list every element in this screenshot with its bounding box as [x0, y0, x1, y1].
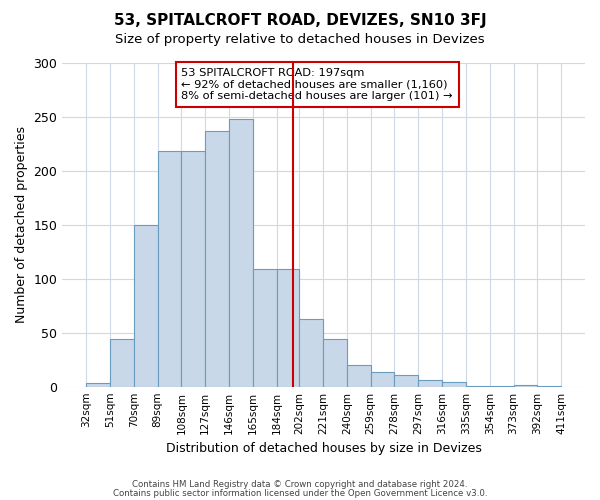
Bar — [277, 269, 299, 386]
Bar — [394, 375, 418, 386]
Text: 53 SPITALCROFT ROAD: 197sqm
← 92% of detached houses are smaller (1,160)
8% of s: 53 SPITALCROFT ROAD: 197sqm ← 92% of det… — [181, 68, 453, 101]
Bar — [181, 151, 205, 386]
Bar — [158, 151, 181, 386]
Bar — [323, 339, 347, 386]
Text: Size of property relative to detached houses in Devizes: Size of property relative to detached ho… — [115, 32, 485, 46]
Bar — [86, 384, 110, 386]
Bar — [418, 380, 442, 386]
Bar — [134, 224, 158, 386]
Bar — [514, 384, 538, 386]
X-axis label: Distribution of detached houses by size in Devizes: Distribution of detached houses by size … — [166, 442, 482, 455]
Bar — [299, 318, 323, 386]
Bar — [205, 130, 229, 386]
Bar — [253, 269, 277, 386]
Y-axis label: Number of detached properties: Number of detached properties — [15, 126, 28, 323]
Text: 53, SPITALCROFT ROAD, DEVIZES, SN10 3FJ: 53, SPITALCROFT ROAD, DEVIZES, SN10 3FJ — [113, 12, 487, 28]
Bar — [347, 365, 371, 386]
Text: Contains HM Land Registry data © Crown copyright and database right 2024.: Contains HM Land Registry data © Crown c… — [132, 480, 468, 489]
Bar — [110, 339, 134, 386]
Bar — [442, 382, 466, 386]
Bar — [371, 372, 394, 386]
Bar — [229, 118, 253, 386]
Text: Contains public sector information licensed under the Open Government Licence v3: Contains public sector information licen… — [113, 489, 487, 498]
